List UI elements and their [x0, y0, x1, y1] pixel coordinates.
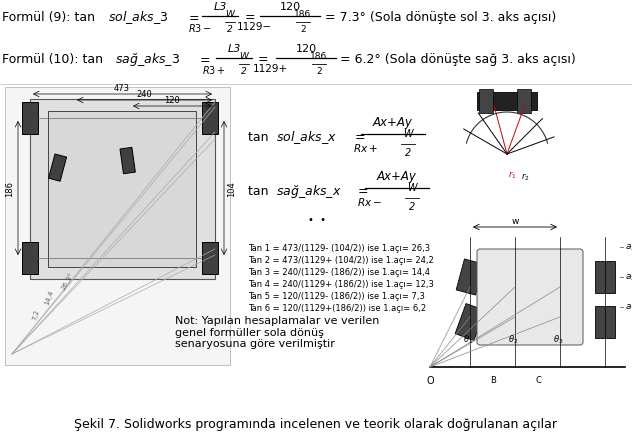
- Text: $R3-$: $R3-$: [188, 22, 212, 34]
- Text: 104: 104: [228, 181, 236, 196]
- Text: $sağ\_aks\_x$: $sağ\_aks\_x$: [276, 183, 341, 200]
- Text: =: =: [245, 11, 255, 25]
- Text: 2: 2: [316, 67, 322, 76]
- FancyBboxPatch shape: [477, 249, 583, 345]
- Text: Tan 2 = 473/(1129+ (104/2)) ise 1.açı= 24,2: Tan 2 = 473/(1129+ (104/2)) ise 1.açı= 2…: [248, 255, 434, 265]
- Text: $a_3$: $a_3$: [625, 242, 632, 253]
- Text: $Rx-$: $Rx-$: [357, 195, 382, 208]
- Text: 120: 120: [164, 96, 180, 105]
- Text: 2: 2: [405, 148, 411, 158]
- Text: B: B: [490, 375, 496, 384]
- Text: = 7.3° (Sola dönüşte sol 3. aks açısı): = 7.3° (Sola dönüşte sol 3. aks açısı): [325, 11, 556, 25]
- Text: W: W: [240, 52, 248, 61]
- Bar: [202, 243, 218, 274]
- Text: C: C: [535, 375, 541, 384]
- Text: 186: 186: [310, 52, 327, 61]
- Text: $\theta_1$: $\theta_1$: [463, 333, 473, 346]
- Text: W: W: [226, 10, 234, 19]
- Text: Not: Yapılan hesaplamalar ve verilen
genel formüller sola dönüş
senaryosuna göre: Not: Yapılan hesaplamalar ve verilen gen…: [175, 315, 379, 348]
- Text: •  •: • •: [308, 215, 326, 225]
- Text: 120: 120: [295, 44, 317, 54]
- Text: Tan 3 = 240/(1129- (186/2)) ise 1.açı= 14,4: Tan 3 = 240/(1129- (186/2)) ise 1.açı= 1…: [248, 267, 430, 276]
- Bar: [595, 261, 615, 293]
- Bar: [30, 100, 215, 279]
- Text: =: =: [258, 53, 269, 66]
- Bar: [456, 259, 484, 295]
- Bar: [595, 306, 615, 338]
- Text: 473: 473: [114, 84, 130, 93]
- Text: W: W: [407, 183, 417, 193]
- Text: $sağ\_aks\_3$: $sağ\_aks\_3$: [115, 51, 180, 68]
- Bar: [48, 112, 196, 267]
- Text: =: =: [351, 131, 366, 144]
- Bar: [549, 261, 571, 294]
- Bar: [22, 103, 38, 135]
- Text: 240: 240: [136, 90, 152, 99]
- Text: $a_2$: $a_2$: [625, 272, 632, 283]
- Text: $\theta_2$: $\theta_2$: [508, 333, 518, 346]
- Text: 1129−: 1129−: [237, 22, 272, 32]
- Text: w: w: [511, 216, 519, 226]
- Text: $R3+$: $R3+$: [202, 64, 226, 76]
- Text: Formül (10): tan: Formül (10): tan: [2, 53, 107, 66]
- Text: tan: tan: [248, 131, 272, 144]
- Text: 186: 186: [6, 180, 15, 197]
- Text: 186: 186: [295, 10, 312, 19]
- Text: Şekil 7. Solidworks programında incelenen ve teorik olarak doğrulanan açılar: Şekil 7. Solidworks programında incelene…: [75, 417, 557, 431]
- Text: Tan 1 = 473/(1129- (104/2)) ise 1.açı= 26,3: Tan 1 = 473/(1129- (104/2)) ise 1.açı= 2…: [248, 244, 430, 252]
- Text: $a_1$: $a_1$: [625, 302, 632, 313]
- Bar: [22, 243, 38, 274]
- Text: tan: tan: [248, 185, 272, 198]
- Text: Tan 5 = 120/(1129- (186/2)) ise 1.açı= 7,3: Tan 5 = 120/(1129- (186/2)) ise 1.açı= 7…: [248, 291, 425, 300]
- Text: 14,4: 14,4: [44, 289, 55, 305]
- Text: $sol\_aks\_x$: $sol\_aks\_x$: [276, 129, 337, 146]
- Bar: [479, 90, 493, 114]
- Bar: [517, 90, 531, 114]
- Bar: [120, 148, 135, 174]
- Bar: [202, 103, 218, 135]
- Text: =: =: [185, 11, 200, 25]
- Text: 1129+: 1129+: [253, 64, 288, 74]
- Bar: [49, 155, 66, 182]
- Text: L3: L3: [228, 44, 241, 54]
- Text: = 6.2° (Sola dönüşte sağ 3. aks açısı): = 6.2° (Sola dönüşte sağ 3. aks açısı): [340, 53, 576, 66]
- Text: 2: 2: [409, 201, 415, 212]
- Text: $sol\_aks\_3$: $sol\_aks\_3$: [108, 10, 169, 26]
- Bar: [455, 304, 485, 341]
- Text: 7,2: 7,2: [32, 308, 40, 320]
- Text: Formül (9): tan: Formül (9): tan: [2, 11, 99, 25]
- Text: W: W: [403, 129, 413, 139]
- Text: $r_1$: $r_1$: [507, 169, 516, 180]
- Text: Tan 4 = 240/(1129+ (186/2)) ise 1.açı= 12,3: Tan 4 = 240/(1129+ (186/2)) ise 1.açı= 1…: [248, 279, 434, 288]
- Text: =: =: [196, 53, 210, 66]
- Text: 2: 2: [241, 67, 247, 76]
- Bar: [549, 305, 571, 339]
- Text: 26,3°: 26,3°: [60, 270, 75, 290]
- Bar: [502, 260, 528, 295]
- Text: 120: 120: [279, 2, 301, 12]
- Bar: [5, 88, 230, 365]
- Text: 2: 2: [300, 25, 306, 34]
- Bar: [502, 304, 528, 340]
- Text: =: =: [354, 185, 368, 198]
- Text: Ax+Ay: Ax+Ay: [373, 116, 413, 129]
- Text: $Rx+$: $Rx+$: [353, 141, 378, 154]
- Text: Ax+Ay: Ax+Ay: [377, 170, 417, 183]
- Text: $\theta_3$: $\theta_3$: [553, 333, 563, 346]
- Text: $r_2$: $r_2$: [521, 171, 529, 182]
- Text: O: O: [426, 375, 434, 385]
- Bar: [477, 93, 537, 111]
- Text: 2: 2: [227, 25, 233, 34]
- Text: Tan 6 = 120/(1129+(186/2)) ise 1.açı= 6,2: Tan 6 = 120/(1129+(186/2)) ise 1.açı= 6,…: [248, 303, 426, 312]
- Text: L3: L3: [214, 2, 227, 12]
